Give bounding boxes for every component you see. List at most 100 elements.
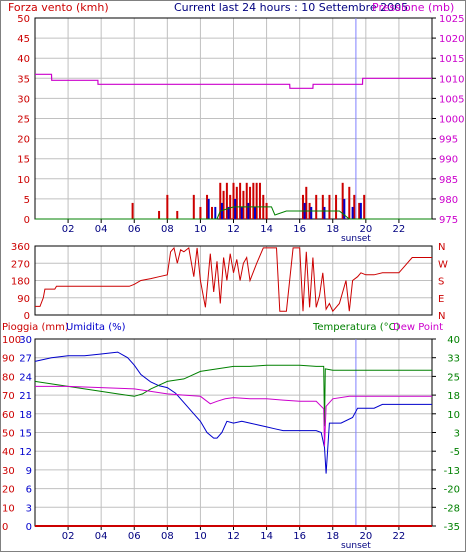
direction-compass-label: W [438,259,448,270]
thermo-xtick-label: 06 [128,531,141,542]
wind-xtick-label: 08 [161,224,174,235]
temperature-axis-title: Temperatura (°C) [312,322,400,333]
rain-ytick-label: 30 [2,466,15,477]
rain-ytick-label: 0 [2,522,8,533]
thermo-xtick-label: 10 [194,531,207,542]
temperature-ytick-label: -13 [444,466,460,477]
temperature-ytick-label: 10 [447,410,460,421]
temperature-ytick-label: 25 [447,372,460,383]
wind-ytick-label: 40 [17,54,30,65]
rain-ytick-label: 10 [2,503,15,514]
temperature-ytick-label: -35 [444,522,460,533]
chart-title: Current last 24 hours : 10 Settembre 200… [174,1,408,14]
pressure-axis-title: Pressione (mb) [372,1,454,14]
thermo-xtick-label: 22 [393,531,406,542]
temperature-ytick-label: 18 [447,391,460,402]
thermo-grid [34,338,433,527]
pressure-ytick-label: 985 [439,175,458,186]
wind-ytick-label: 10 [17,175,30,186]
wind-ytick-label: 25 [17,115,30,126]
pressure-ytick-label: 1020 [439,34,464,45]
rain-ytick-label: 70 [2,391,15,402]
wind-xtick-label: 02 [62,224,75,235]
wind-xtick-label: 18 [326,224,339,235]
wind-ytick-label: 5 [24,195,30,206]
rain-ytick-label: 40 [2,447,15,458]
pressure-ytick-label: 995 [439,135,458,146]
direction-compass-label: N [438,311,445,322]
wind-xtick-label: 14 [260,224,273,235]
rain-ytick-label: 50 [2,429,15,440]
temperature-ytick-label: 3 [454,429,460,440]
wind-xtick-label: 12 [227,224,240,235]
wind-xtick-label: 10 [194,224,207,235]
wind-xtick-label: 04 [95,224,108,235]
humidity-ytick-label: 18 [19,410,32,421]
pressure-ytick-label: 1000 [439,115,464,126]
direction-ytick-label: 270 [11,259,30,270]
dewpoint-axis-title: Dew Point [393,322,443,333]
rain-humidity-temp-panel: Pioggia (mm) Umidita (%) Temperatura (°C… [2,322,443,333]
wind-direction-line [35,246,432,313]
thermo-xtick-label: 18 [326,531,339,542]
humidity-ytick-label: 15 [19,429,32,440]
wind-ytick-label: 30 [17,94,30,105]
wind-sunset-label: sunset [341,234,371,244]
rain-axis-title: Pioggia (mm) [2,322,69,333]
humidity-axis-title: Umidita (%) [66,322,126,333]
humidity-ytick-label: 24 [19,372,32,383]
direction-ytick-label: 90 [17,294,30,305]
wind-pressure-panel: Forza vento (kmh) Current last 24 hours … [8,1,454,14]
direction-ytick-label: 0 [24,311,30,322]
direction-ytick-label: 180 [11,277,30,288]
temperature-ytick-label: 33 [447,354,460,365]
pressure-ytick-label: 1025 [439,14,464,25]
thermo-xtick-label: 20 [359,531,372,542]
wind-ytick-label: 35 [17,74,30,85]
humidity-ytick-label: 0 [26,522,32,533]
thermo-xtick-label: 16 [293,531,306,542]
direction-compass-label: S [438,277,444,288]
direction-ytick-label: 360 [11,242,30,253]
wind-xtick-label: 06 [128,224,141,235]
wind-ytick-label: 45 [17,34,30,45]
thermo-xtick-label: 04 [95,531,108,542]
wind-grid [34,17,433,220]
temperature-line [34,364,432,427]
humidity-ytick-label: 6 [26,485,32,496]
pressure-ytick-label: 1015 [439,54,464,65]
rain-ytick-label: 60 [2,410,15,421]
humidity-ytick-label: 9 [26,466,32,477]
wind-ytick-label: 20 [17,135,30,146]
temperature-ytick-label: 40 [447,335,460,346]
thermo-xtick-label: 02 [62,531,75,542]
direction-grid [34,245,433,316]
temperature-ytick-label: -20 [444,485,460,496]
rain-ytick-label: 20 [2,485,15,496]
humidity-ytick-label: 21 [19,391,32,402]
thermo-sunset-label: sunset [341,541,371,551]
wind-average-line [35,206,432,220]
thermo-xtick-label: 08 [161,531,174,542]
rain-ytick-label: 100 [2,335,21,346]
wind-ytick-label: 15 [17,155,30,166]
direction-compass-label: E [438,294,444,305]
wind-xtick-label: 20 [359,224,372,235]
wind-xtick-label: 22 [393,224,406,235]
rain-ytick-label: 90 [2,354,15,365]
direction-compass-label: N [438,242,445,253]
wind-ytick-label: 0 [24,215,30,226]
wind-xtick-label: 16 [293,224,306,235]
direction-plot-border [34,245,433,316]
humidity-ytick-label: 12 [19,447,32,458]
humidity-line [34,351,432,474]
pressure-ytick-label: 975 [439,215,458,226]
thermo-xtick-label: 14 [260,531,273,542]
humidity-ytick-label: 27 [19,354,32,365]
pressure-ytick-label: 980 [439,195,458,206]
temperature-ytick-label: -5 [450,447,460,458]
temperature-ytick-label: -28 [444,503,460,514]
humidity-ytick-label: 30 [19,335,32,346]
thermo-xtick-label: 12 [227,531,240,542]
